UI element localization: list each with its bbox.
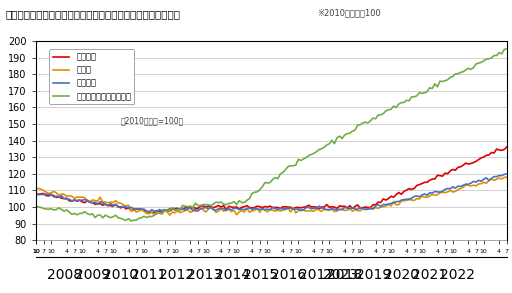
住宅総合 — [218, 205, 224, 209]
Text: ＜不動産価格指数（住宅）（令和５年７月分・季節調整値）＞: ＜不動産価格指数（住宅）（令和５年７月分・季節調整値）＞ — [5, 9, 180, 19]
住宅地 — [494, 177, 500, 181]
Line: 住宅総合: 住宅総合 — [36, 147, 507, 213]
住宅地 — [33, 187, 39, 191]
住宅総合 — [195, 207, 201, 210]
マンション（区分所有） — [33, 204, 39, 207]
戸建住宅 — [218, 207, 224, 210]
住宅総合 — [159, 211, 165, 214]
住宅総合 — [251, 206, 258, 209]
住宅総合 — [504, 145, 510, 149]
Text: （2010年平均=100）: （2010年平均=100） — [121, 117, 184, 126]
住宅総合 — [499, 149, 505, 152]
住宅地 — [251, 208, 258, 212]
マンション（区分所有） — [218, 200, 224, 204]
マンション（区分所有） — [195, 204, 201, 207]
戸建住宅 — [494, 175, 500, 178]
戸建住宅 — [499, 174, 505, 177]
住宅地 — [499, 177, 505, 181]
マンション（区分所有） — [128, 219, 134, 223]
戸建住宅 — [38, 193, 44, 196]
戸建住宅 — [504, 172, 510, 176]
マンション（区分所有） — [251, 190, 258, 194]
戸建住宅 — [251, 207, 258, 210]
Line: 住宅地: 住宅地 — [36, 177, 507, 215]
戸建住宅 — [146, 210, 152, 214]
Line: 戸建住宅: 戸建住宅 — [36, 174, 507, 212]
住宅総合 — [38, 192, 44, 196]
住宅総合 — [494, 147, 500, 151]
Line: マンション（区分所有）: マンション（区分所有） — [36, 49, 507, 221]
住宅地 — [166, 213, 173, 217]
マンション（区分所有） — [494, 54, 500, 57]
戸建住宅 — [33, 192, 39, 195]
住宅地 — [504, 176, 510, 179]
住宅地 — [218, 207, 224, 210]
住宅地 — [38, 188, 44, 191]
マンション（区分所有） — [504, 47, 510, 50]
マンション（区分所有） — [499, 52, 505, 56]
住宅地 — [195, 209, 201, 213]
Legend: 住宅総合, 住宅地, 戸建住宅, マンション（区分所有）: 住宅総合, 住宅地, 戸建住宅, マンション（区分所有） — [50, 49, 135, 104]
マンション（区分所有） — [38, 206, 44, 209]
住宅総合 — [33, 192, 39, 195]
戸建住宅 — [195, 209, 201, 212]
Text: ※2010年平均＝100: ※2010年平均＝100 — [317, 9, 381, 18]
